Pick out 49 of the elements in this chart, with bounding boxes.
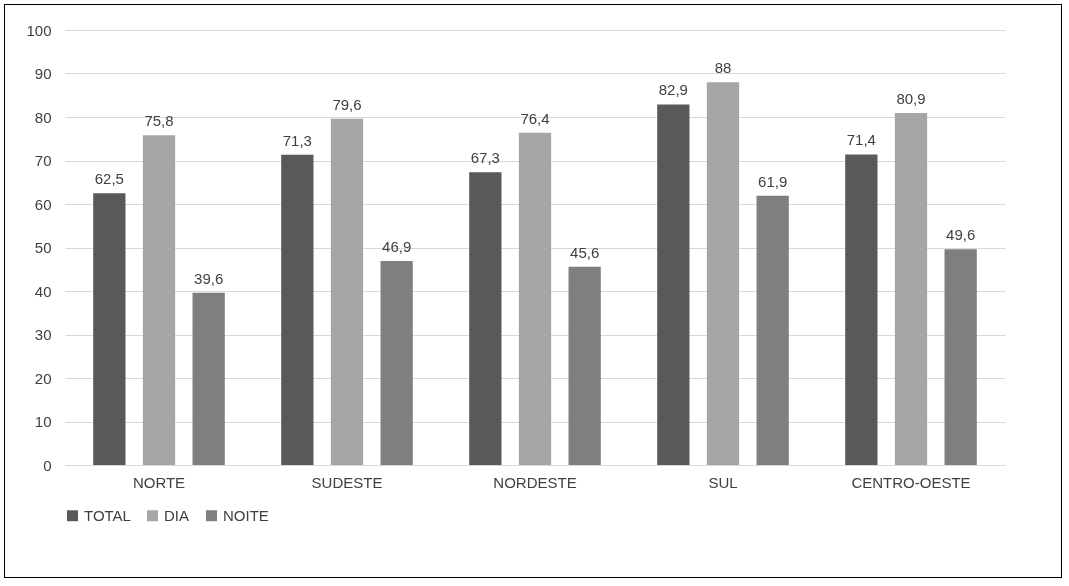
legend-label: DIA [164, 506, 190, 524]
bar [281, 154, 314, 465]
y-tick-label: 50 [34, 239, 52, 256]
bar [192, 292, 225, 465]
x-tick-label: SUL [708, 473, 738, 491]
data-label: 80,9 [896, 90, 926, 108]
data-label: 75,8 [144, 112, 174, 130]
bar [657, 104, 690, 465]
y-tick-label: 90 [34, 65, 52, 82]
data-label: 67,3 [470, 149, 500, 167]
bar [756, 195, 789, 465]
bar [142, 135, 176, 465]
y-tick-label: 60 [34, 195, 52, 213]
bar [894, 113, 928, 465]
data-label: 71,3 [282, 131, 312, 149]
bar [845, 154, 878, 465]
bar [380, 260, 413, 465]
data-label: 46,9 [382, 237, 412, 255]
y-tick-label: 20 [34, 369, 52, 387]
data-label: 45,6 [570, 243, 600, 261]
data-label: 49,6 [946, 226, 976, 244]
y-tick-label: 30 [34, 326, 52, 343]
bar [330, 118, 364, 465]
data-label: 61,9 [758, 172, 788, 190]
data-label: 76,4 [520, 109, 550, 127]
y-tick-label: 40 [34, 282, 52, 300]
y-tick-label: 0 [43, 456, 52, 474]
legend-label: TOTAL [84, 506, 131, 524]
bar [93, 193, 126, 465]
x-tick-label: SUDESTE [311, 473, 383, 491]
data-label: 39,6 [194, 269, 224, 287]
data-label: 82,9 [658, 81, 688, 99]
y-tick-label: 100 [26, 21, 52, 39]
data-label: 71,4 [846, 131, 876, 149]
x-tick-label: CENTRO-OESTE [851, 473, 971, 491]
x-tick-label: NORDESTE [493, 473, 577, 491]
y-tick-label: 70 [34, 152, 52, 169]
bar [706, 82, 740, 465]
bar [568, 266, 601, 465]
bar [518, 132, 552, 465]
y-tick-label: 10 [34, 413, 52, 430]
data-label: 88 [714, 59, 732, 77]
data-label: 62,5 [94, 170, 124, 188]
y-tick-label: 80 [34, 108, 52, 126]
bar [469, 172, 502, 465]
x-tick-label: NORTE [132, 473, 186, 491]
data-label: 79,6 [332, 95, 362, 113]
bar [944, 249, 977, 465]
legend-label: NOITE [223, 506, 269, 524]
